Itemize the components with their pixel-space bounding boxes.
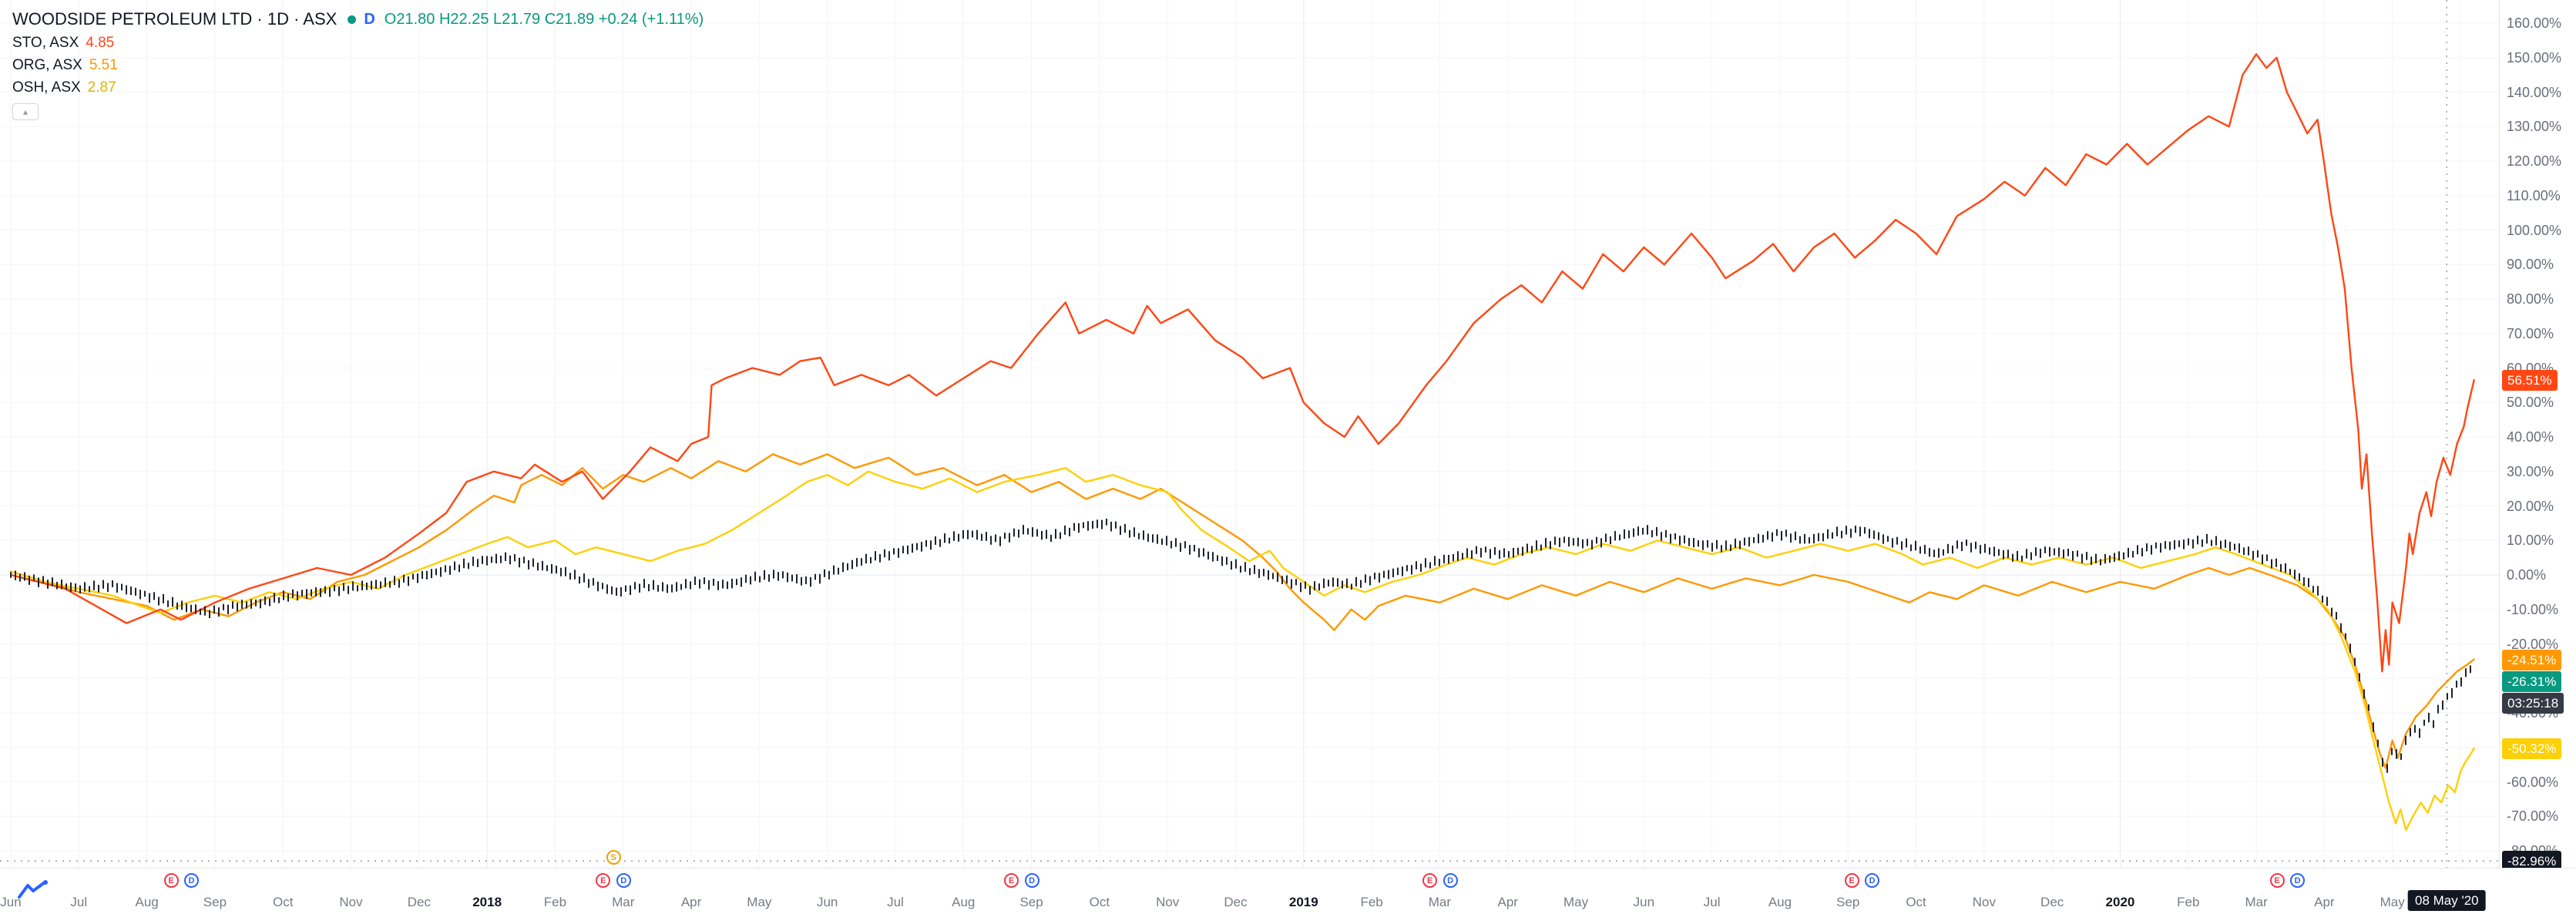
- time-axis-label: Aug: [135, 895, 159, 909]
- symbol-title: WOODSIDE PETROLEUM LTD · 1D · ASX: [12, 9, 338, 29]
- time-axis[interactable]: Jun Jul Aug Sep Oct Nov Dec 2018 Feb Mar Apr May Jun…: [0, 850, 2576, 914]
- compare-row-osh[interactable]: OSH, ASX 2.87: [12, 79, 704, 96]
- time-axis-label: Jun: [1633, 895, 1655, 909]
- time-axis-label: Nov: [1156, 895, 1180, 909]
- price-scale[interactable]: 160.00% 150.00% 140.00% 130.00% 120.00% 110.0…: [2499, 0, 2576, 914]
- earnings-marker[interactable]: E: [1844, 873, 1859, 888]
- compare-value: 5.51: [89, 57, 118, 73]
- time-axis-label: Dec: [407, 895, 431, 909]
- scale-tick-label: 70.00%: [2507, 325, 2554, 341]
- scale-tick-label: 120.00%: [2507, 153, 2562, 169]
- price-label: 03:25:18: [2502, 692, 2564, 714]
- time-axis-label: Apr: [680, 895, 702, 909]
- chevron-up-icon: ▴: [22, 106, 29, 117]
- time-axis-label: 2020: [2105, 895, 2135, 909]
- price-label: -26.31%: [2502, 670, 2562, 692]
- time-axis-label: Dec: [1224, 895, 1248, 909]
- time-axis-label: May: [1563, 895, 1589, 909]
- compare-symbol: ORG, ASX: [12, 57, 82, 73]
- time-axis-label: Oct: [1906, 895, 1926, 909]
- time-axis-label: Mar: [612, 895, 635, 909]
- scale-tick-label: -20.00%: [2507, 636, 2559, 652]
- main-symbol-row[interactable]: WOODSIDE PETROLEUM LTD · 1D · ASX D O21.…: [12, 9, 704, 29]
- scale-tick-label: 140.00%: [2507, 84, 2562, 100]
- time-axis-label: Aug: [952, 895, 976, 909]
- scale-tick-label: 40.00%: [2507, 429, 2554, 445]
- time-axis-label: Jun: [816, 895, 838, 909]
- time-axis-label: Feb: [1360, 895, 1383, 909]
- time-axis-label: Nov: [1972, 895, 1996, 909]
- tradingview-logo[interactable]: [17, 880, 49, 904]
- time-axis-label: Jun: [0, 895, 22, 909]
- scale-tick-label: 50.00%: [2507, 395, 2554, 411]
- scale-tick-label: 30.00%: [2507, 463, 2554, 479]
- scale-tick-label: 150.00%: [2507, 49, 2562, 66]
- earnings-marker[interactable]: E: [1422, 873, 1438, 888]
- legend: WOODSIDE PETROLEUM LTD · 1D · ASX D O21.…: [12, 9, 704, 120]
- compare-row-sto[interactable]: STO, ASX 4.85: [12, 35, 704, 52]
- price-label: -50.32%: [2502, 738, 2562, 760]
- price-label: 56.51%: [2502, 370, 2558, 391]
- time-axis-label: Oct: [1089, 895, 1110, 909]
- compare-symbol: OSH, ASX: [12, 79, 81, 96]
- crosshair-date-label: 08 May '20: [2408, 890, 2486, 911]
- time-axis-label: Dec: [2040, 895, 2064, 909]
- ohlc-values: O21.80 H22.25 L21.79 C21.89 +0.24 (+1.11…: [384, 10, 704, 28]
- dividends-marker[interactable]: D: [1024, 873, 1039, 888]
- compare-row-org[interactable]: ORG, ASX 5.51: [12, 57, 704, 74]
- scale-tick-label: 0.00%: [2507, 567, 2547, 583]
- scale-tick-label: 110.00%: [2507, 187, 2561, 203]
- legend-collapse-button[interactable]: ▴: [12, 103, 39, 120]
- tradingview-logo-icon: [18, 880, 48, 899]
- scale-tick-label: 160.00%: [2507, 15, 2562, 31]
- scale-tick-label: 100.00%: [2507, 222, 2562, 238]
- earnings-marker[interactable]: E: [2269, 873, 2285, 888]
- scale-tick-label: 90.00%: [2507, 257, 2554, 273]
- delayed-data-badge: D: [364, 10, 375, 28]
- dividends-marker[interactable]: D: [2290, 873, 2306, 888]
- time-axis-label: May: [2380, 895, 2405, 909]
- earnings-marker[interactable]: E: [1004, 873, 1019, 888]
- scale-tick-label: -10.00%: [2507, 601, 2559, 617]
- compare-value: 4.85: [86, 35, 115, 51]
- earnings-marker[interactable]: E: [163, 873, 179, 888]
- time-axis-label: Jul: [887, 895, 904, 909]
- time-axis-label: May: [747, 895, 772, 909]
- compare-value: 2.87: [87, 79, 116, 96]
- time-axis-label: Aug: [1768, 895, 1792, 909]
- scale-tick-label: 80.00%: [2507, 291, 2554, 307]
- time-axis-label: Sep: [1836, 895, 1860, 909]
- compare-symbol: STO, ASX: [12, 35, 79, 51]
- time-axis-label: 2019: [1288, 895, 1318, 909]
- price-label: -24.51%: [2502, 649, 2562, 670]
- time-axis-label: Nov: [339, 895, 363, 909]
- split-marker[interactable]: S: [606, 850, 621, 865]
- scale-tick-label: -70.00%: [2507, 808, 2559, 825]
- time-axis-label: Feb: [2177, 895, 2200, 909]
- time-axis-label: 2018: [472, 895, 502, 909]
- time-axis-label: Apr: [2314, 895, 2335, 909]
- time-axis-label: Apr: [1497, 895, 1518, 909]
- time-axis-label: Mar: [1428, 895, 1452, 909]
- dividends-marker[interactable]: D: [616, 873, 631, 888]
- dividends-marker[interactable]: D: [1865, 873, 1880, 888]
- scale-tick-label: 130.00%: [2507, 119, 2562, 135]
- scale-tick-label: 20.00%: [2507, 498, 2554, 514]
- market-open-dot-icon: [348, 15, 357, 24]
- time-axis-label: Sep: [1019, 895, 1043, 909]
- scale-tick-label: 10.00%: [2507, 533, 2554, 549]
- time-axis-label: Sep: [203, 895, 227, 909]
- dividends-marker[interactable]: D: [184, 873, 199, 888]
- earnings-marker[interactable]: E: [596, 873, 611, 888]
- time-axis-label: Oct: [272, 895, 294, 909]
- time-axis-label: Feb: [543, 895, 567, 909]
- dividends-marker[interactable]: D: [1442, 873, 1458, 888]
- time-axis-label: Jul: [1703, 895, 1721, 909]
- time-axis-label: Jul: [70, 895, 88, 909]
- time-axis-label: Mar: [2245, 895, 2268, 909]
- scale-tick-label: -60.00%: [2507, 774, 2559, 790]
